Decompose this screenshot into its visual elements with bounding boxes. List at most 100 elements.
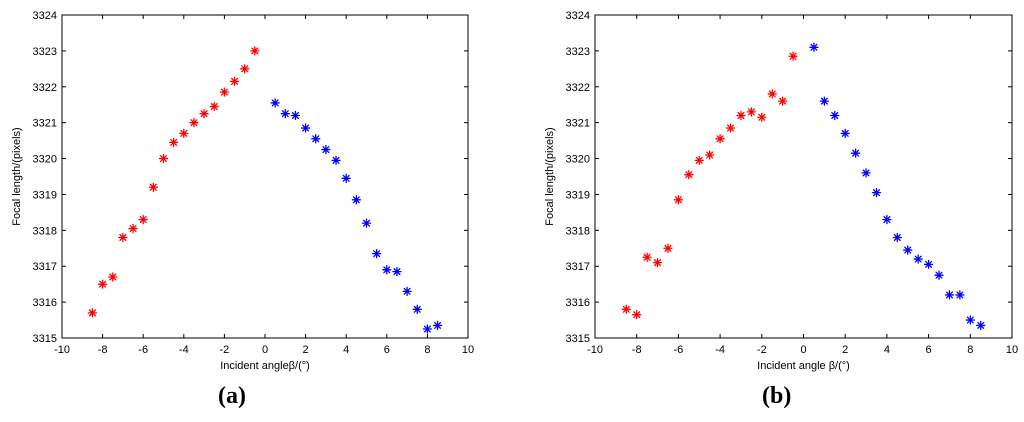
x-tick-label: 4 [343,344,349,356]
data-point [270,98,280,108]
data-point [229,76,240,87]
x-tick-label: 8 [967,344,973,356]
data-point [777,96,788,106]
x-tick-label: -4 [179,344,189,356]
data-point [903,245,913,255]
scatter-plot-a: -10 -8 -6 -4 -2 0 2 4 6 8 10 3315 3316 3317 3318 3319 33… [11,10,474,372]
caption-b-letter: b [770,383,784,409]
x-tick-label: 6 [384,344,390,356]
data-point [944,290,955,300]
y-tick-label: 3316 [33,297,57,309]
data-point [138,214,148,225]
data-point [290,110,301,121]
data-point [199,109,209,119]
data-point [168,137,179,148]
data-point [965,315,975,325]
data-point [331,155,341,166]
y-tick-label: 3317 [566,261,590,273]
scatter-plot-b: -10 -8 -6 -4 -2 0 2 4 6 8 10 3315 3316 3317 3318 3319 33… [544,10,1018,372]
data-point [705,150,715,160]
data-point [736,110,746,121]
x-tick-label: -6 [138,344,148,356]
data-point [673,195,684,205]
data-point [621,304,631,314]
y-tick-label: 3321 [33,118,57,130]
data-point [694,155,704,166]
data-point [757,112,767,122]
data-point [882,214,892,225]
y-tick-label: 3322 [33,82,57,94]
data-point [300,123,311,133]
y-tick-label: 3316 [566,297,590,309]
data-point [652,257,663,268]
data-point [209,101,219,112]
data-point [87,308,98,318]
data-point [219,87,230,97]
x-tick-label: -2 [220,344,230,356]
caption-a-letter: a [226,383,238,409]
data-point [240,64,250,74]
data-point [402,286,412,296]
x-tick-label: 8 [424,344,430,356]
y-tick-label: 3320 [566,154,590,166]
x-tick-label: -4 [715,344,725,356]
data-point [725,123,736,133]
data-point [189,118,199,128]
x-tick-label: 0 [262,344,268,356]
data-point [976,320,986,331]
data-point [642,252,652,262]
data-point [422,324,433,334]
data-point [148,182,159,192]
x-tick-label: 4 [884,344,890,356]
y-tick-label: 3321 [566,118,590,130]
y-tick-label: 3315 [33,333,57,345]
y-tick-label: 3324 [33,10,57,22]
data-point [118,232,128,243]
data-point [158,153,169,164]
data-point [830,110,840,121]
data-point [321,144,331,155]
data-point [934,270,944,280]
y-tick-label: 3319 [33,189,57,201]
data-point [341,173,351,183]
chart-panel-b: -10 -8 -6 -4 -2 0 2 4 6 8 10 3315 3316 3317 3318 3319 33… [512,0,1024,422]
x-tick-label: 0 [800,344,806,356]
data-point [108,272,118,282]
y-tick-label: 3320 [33,154,57,166]
y-tick-label: 3322 [566,82,590,94]
x-axis-label: Incident angle β/(°) [757,360,850,372]
data-point [663,243,673,253]
y-tick-label: 3319 [566,189,590,201]
data-point [432,320,443,331]
y-tick-label: 3318 [33,225,57,237]
data-point [311,134,321,144]
x-tick-label: -8 [632,344,642,356]
data-point [632,310,642,320]
x-tick-label: -2 [757,344,767,356]
y-tick-label: 3318 [566,225,590,237]
x-axis-label: Incident angleβ/(°) [220,360,310,372]
plot-frame [594,14,1013,339]
x-tick-label: 2 [842,344,848,356]
x-tick-label: -10 [587,344,603,356]
data-point [371,249,382,259]
data-point [392,266,402,277]
data-point [923,259,934,270]
data-point [819,96,830,106]
data-point [361,218,372,228]
data-point [892,232,902,243]
data-point [97,279,108,289]
data-point [850,148,861,158]
data-point [179,128,189,139]
data-point [955,290,965,300]
data-point [715,134,725,144]
x-tick-label: 2 [303,344,309,356]
y-tick-label: 3315 [566,333,590,345]
y-tick-label: 3323 [566,46,590,58]
y-tick-label: 3317 [33,261,57,273]
chart-panel-a: -10 -8 -6 -4 -2 0 2 4 6 8 10 3315 3316 3317 3318 3319 33… [11,10,474,409]
y-axis-label: Focal length/(pixels) [11,127,23,225]
data-point [746,107,757,117]
y-axis-label: Focal length/(pixels) [544,127,556,225]
data-point [840,128,850,139]
